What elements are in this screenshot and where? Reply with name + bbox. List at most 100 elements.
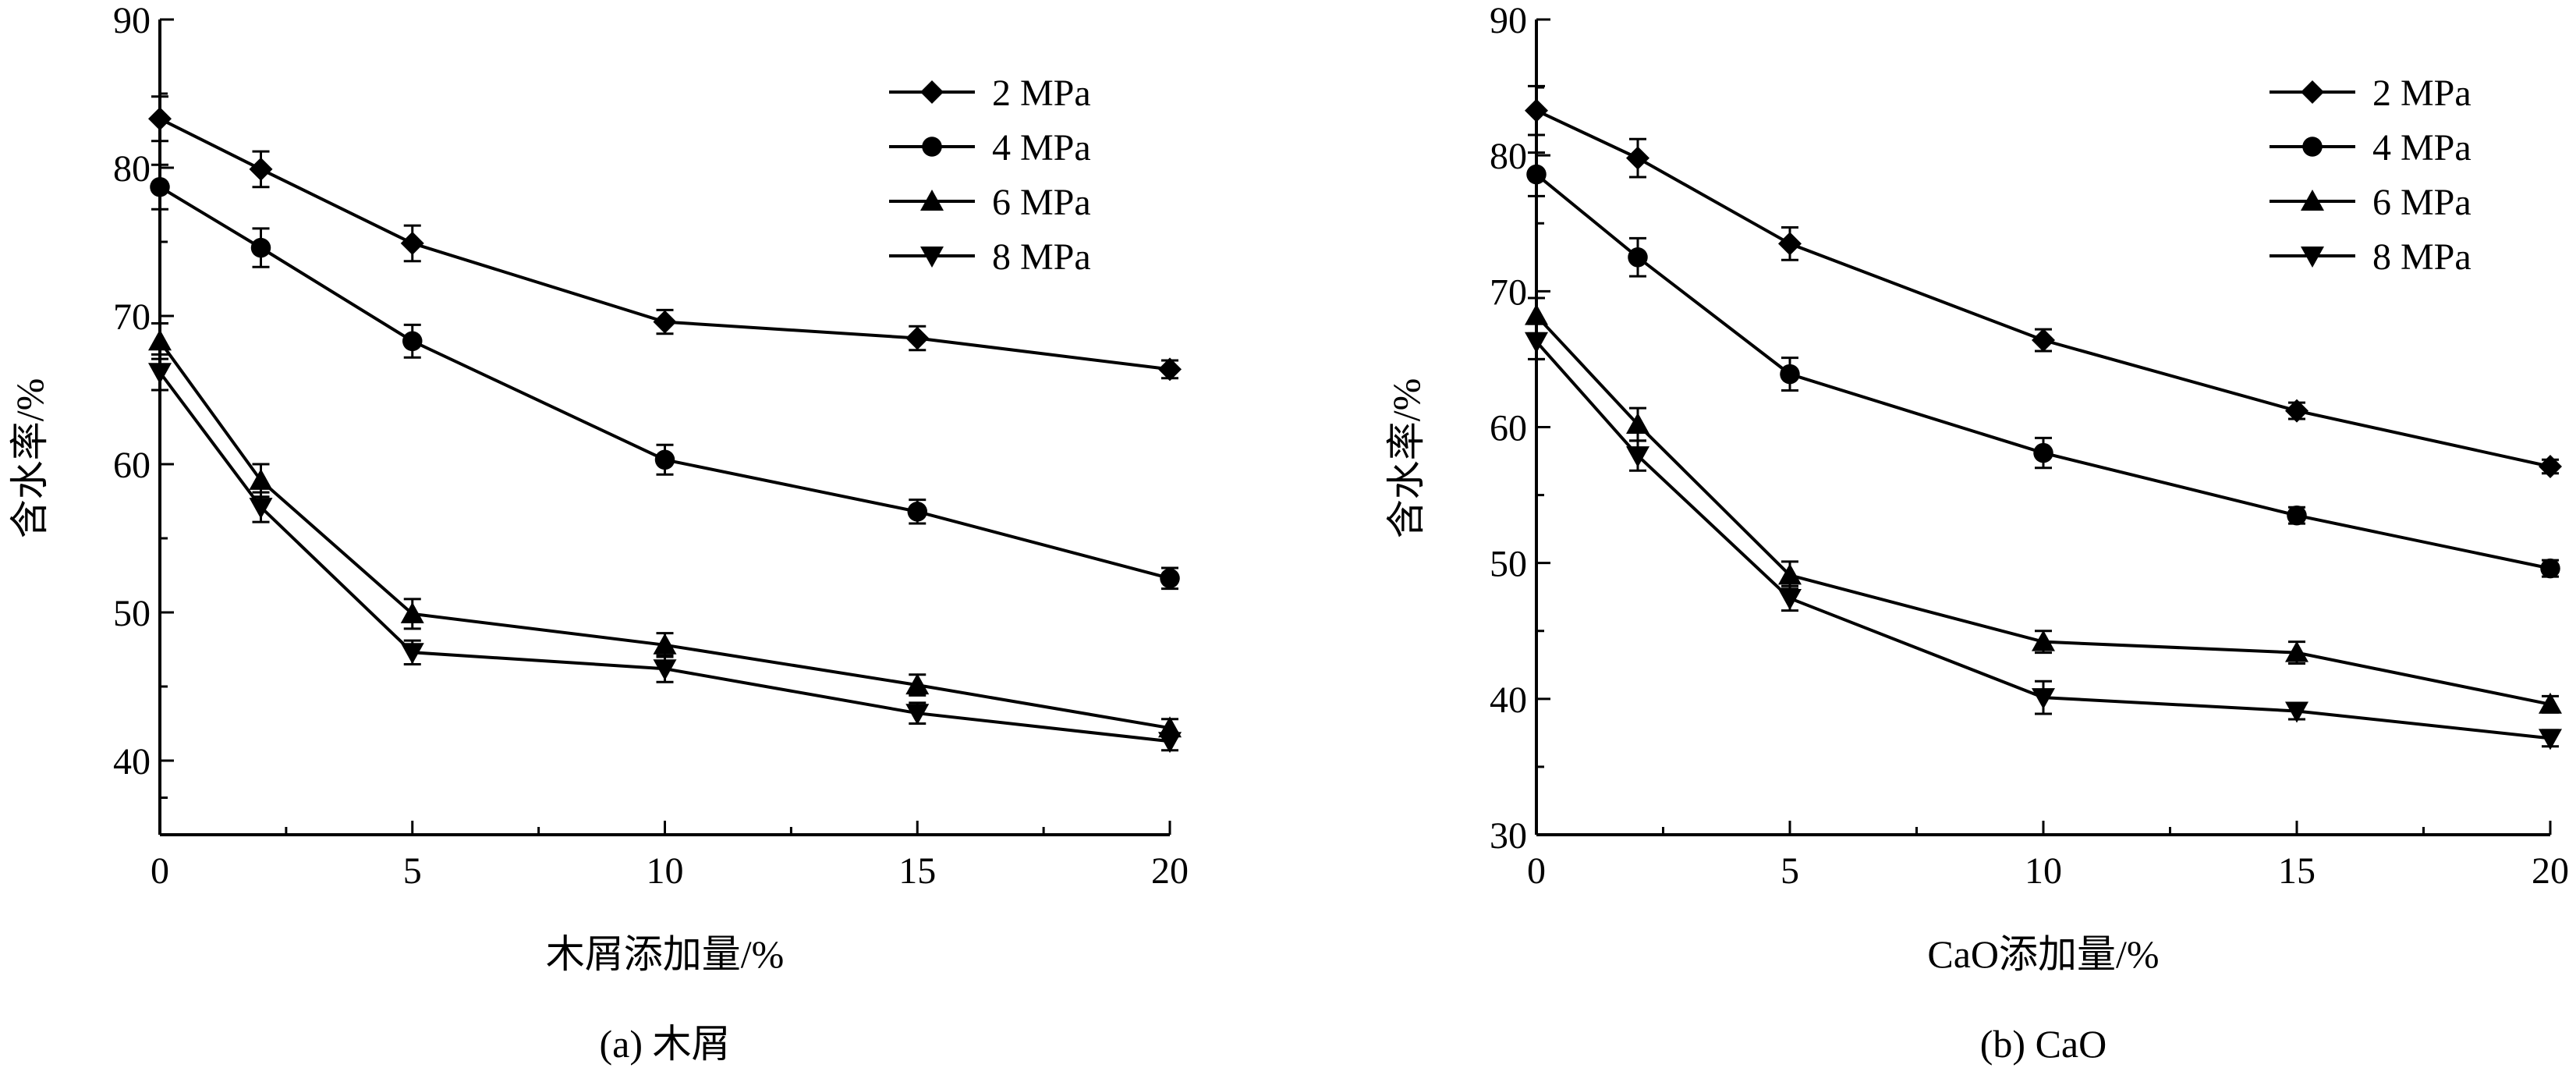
data-point: [2287, 505, 2307, 526]
data-point: [653, 659, 677, 681]
legend-item-4-mpa: 4 MPa: [889, 127, 1091, 169]
data-point: [654, 449, 675, 470]
data-point: [148, 107, 172, 131]
y-tick-label: 40: [1490, 679, 1527, 721]
legend-marker: [920, 247, 944, 268]
series-line: [1536, 108, 2551, 468]
data-point: [1525, 303, 1548, 325]
legend-marker: [2301, 190, 2324, 211]
data-point: [2032, 630, 2055, 651]
data-point: [1626, 146, 1649, 170]
data-point: [2285, 701, 2308, 723]
legend-marker: [920, 190, 944, 211]
data-point: [148, 363, 172, 385]
y-tick-label: 60: [1490, 408, 1527, 449]
data-point: [2539, 729, 2562, 750]
series-line: [158, 185, 1171, 580]
data-point: [2539, 692, 2562, 714]
data-point: [148, 329, 172, 351]
legend-item-4-mpa: 4 MPa: [2270, 127, 2471, 169]
y-tick-label: 80: [113, 148, 151, 190]
series-line: [1535, 173, 2551, 570]
data-point: [249, 498, 273, 520]
data-point: [402, 331, 423, 352]
series-8-mpa: [1525, 322, 2562, 750]
y-tick-label: 50: [1490, 544, 1527, 585]
data-point: [905, 326, 930, 350]
x-axis-title: CaO添加量/%: [1927, 932, 2159, 976]
data-point: [2033, 442, 2053, 463]
data-point: [2540, 558, 2560, 579]
data-point: [2285, 399, 2308, 423]
legend-label: 4 MPa: [2372, 127, 2471, 169]
data-point: [2285, 640, 2308, 662]
data-point: [2539, 455, 2562, 479]
data-point: [905, 673, 930, 695]
y-tick-label: 50: [113, 593, 151, 634]
x-tick-label: 5: [1781, 850, 1799, 892]
legend-marker: [2301, 80, 2324, 104]
legend-label: 4 MPa: [992, 127, 1091, 169]
legend-item-6-mpa: 6 MPa: [2270, 182, 2471, 223]
data-point: [1525, 98, 1548, 122]
data-point: [1780, 364, 1800, 385]
series-line: [158, 340, 1171, 730]
y-axis-title: 含水率/%: [8, 378, 51, 539]
legend: 2 MPa 4 MPa 6 MPa 8 MPa: [2270, 73, 2471, 278]
series-4-mpa: [1526, 151, 2560, 579]
x-axis-title: 木屑添加量/%: [546, 932, 785, 976]
y-tick-label: 30: [1490, 815, 1527, 857]
panel-caption: (a) 木屑: [600, 1022, 731, 1066]
legend-item-8-mpa: 8 MPa: [889, 236, 1091, 278]
data-point: [249, 468, 273, 490]
y-tick-label: 80: [1490, 136, 1527, 177]
y-tick-label: 40: [113, 741, 151, 782]
x-tick-label: 20: [2532, 850, 2569, 892]
data-point: [1158, 732, 1182, 754]
series-4-mpa: [150, 163, 1180, 591]
legend-label: 8 MPa: [992, 236, 1091, 278]
x-tick-label: 10: [647, 850, 684, 892]
data-point: [1778, 232, 1802, 256]
legend-item-2-mpa: 2 MPa: [889, 73, 1091, 114]
legend-label: 6 MPa: [2372, 182, 2471, 223]
y-tick-label: 70: [1490, 271, 1527, 313]
series-line: [158, 371, 1171, 743]
legend-label: 6 MPa: [992, 182, 1091, 223]
legend-label: 2 MPa: [992, 73, 1091, 114]
legend-marker: [922, 137, 942, 157]
data-point: [1626, 446, 1649, 468]
legend-marker: [920, 80, 944, 104]
x-tick-label: 15: [2278, 850, 2316, 892]
data-point: [653, 310, 677, 334]
data-point: [150, 176, 170, 197]
data-point: [2032, 688, 2055, 710]
series-line: [159, 117, 1171, 371]
x-tick-label: 15: [898, 850, 936, 892]
series-6-mpa: [1525, 296, 2562, 714]
data-point: [249, 157, 273, 181]
data-point: [1778, 563, 1802, 585]
data-point: [400, 643, 424, 665]
data-point: [907, 502, 927, 522]
chart-panel-b: 0 5 10 15 20 30 40 50 60 70 80 90 CaO添加量/% 含水率/% (b) C…: [1384, 0, 2569, 1066]
data-point: [1160, 568, 1180, 589]
panel-caption: (b) CaO: [1980, 1022, 2107, 1066]
y-tick-label: 90: [113, 0, 151, 41]
data-point: [400, 231, 424, 255]
series-2-mpa: [148, 95, 1182, 381]
data-point: [905, 704, 930, 726]
legend-marker: [2301, 247, 2324, 268]
data-point: [400, 601, 424, 623]
data-point: [1778, 588, 1802, 610]
x-tick-label: 10: [2025, 850, 2062, 892]
data-point: [1525, 332, 1548, 353]
legend-item-2-mpa: 2 MPa: [2270, 73, 2471, 114]
series-line: [1535, 314, 2551, 706]
data-point: [1158, 357, 1182, 381]
data-point: [1628, 247, 1648, 268]
x-tick-label: 0: [1527, 850, 1546, 892]
series-2-mpa: [1525, 84, 2562, 479]
y-axis-title: 含水率/%: [1384, 378, 1428, 539]
